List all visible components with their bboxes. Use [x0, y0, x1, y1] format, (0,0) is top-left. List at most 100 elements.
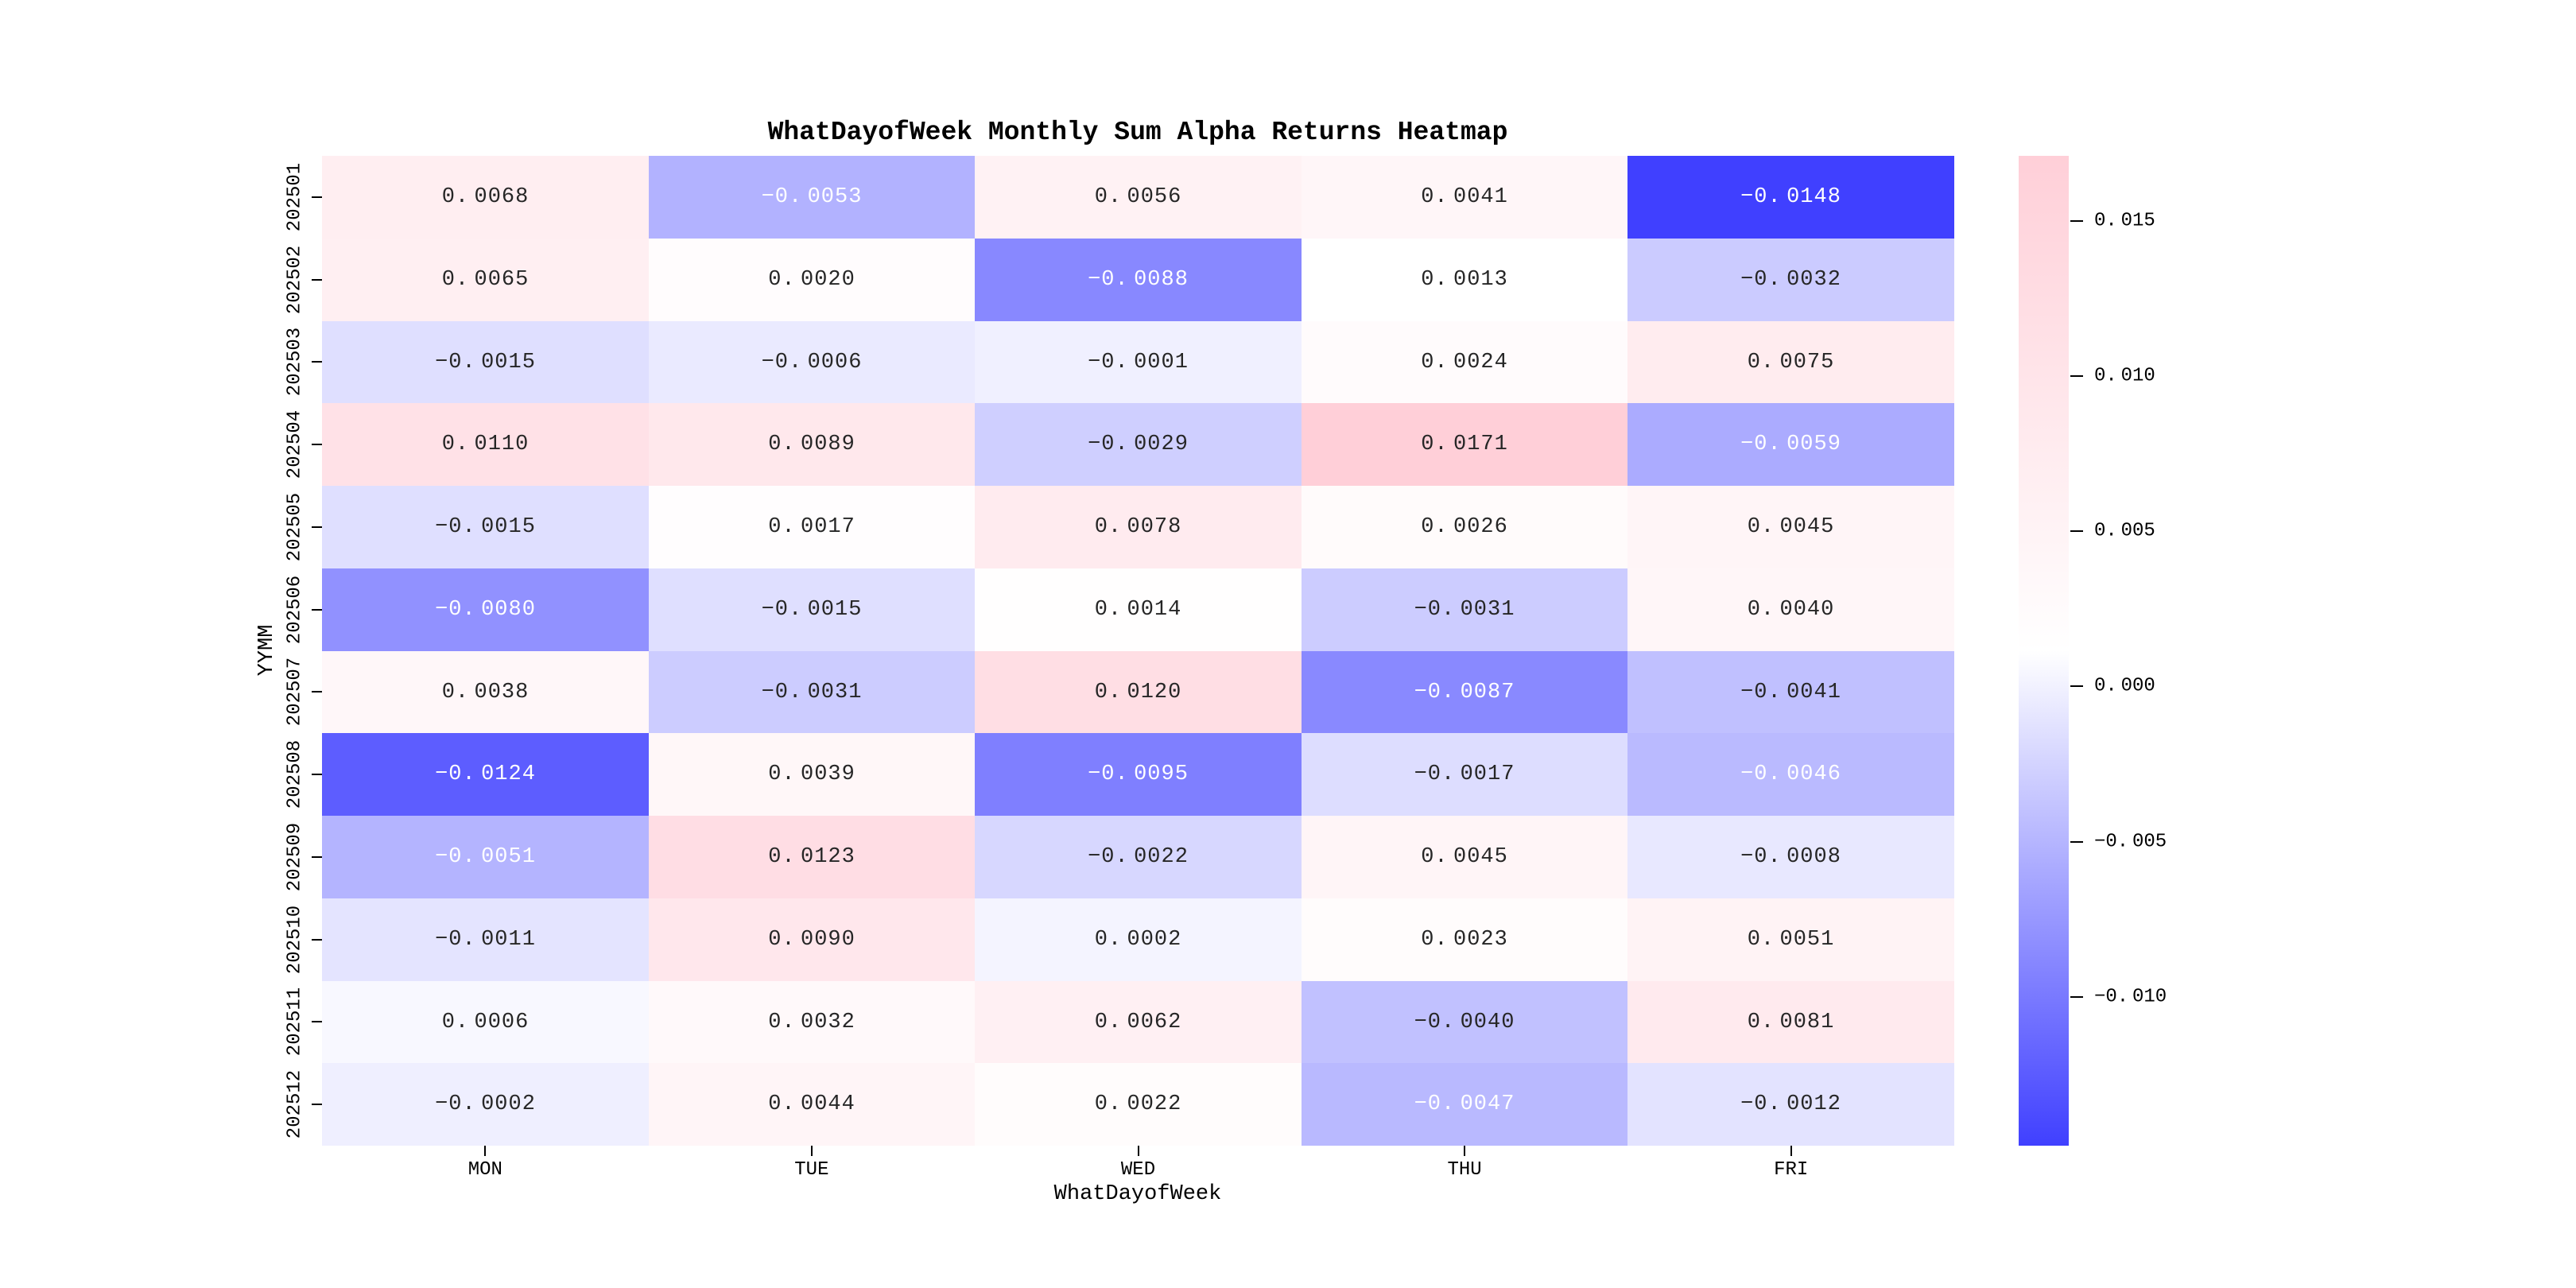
heatmap-cell: −0. 0002 [322, 1063, 649, 1146]
heatmap-cell: 0. 0039 [649, 733, 975, 816]
colorbar-tick-label: 0. 000 [2094, 675, 2155, 697]
y-tick-mark [312, 774, 322, 776]
heatmap-cell: −0. 0015 [322, 321, 649, 403]
heatmap-cell: −0. 0012 [1627, 1063, 1954, 1146]
cell-value: −0. 0031 [761, 680, 863, 704]
colorbar-tick-mark [2070, 841, 2083, 843]
heatmap-cell: 0. 0089 [649, 403, 975, 486]
y-tick-mark [312, 1104, 322, 1106]
colorbar-tick-label: 0. 005 [2094, 520, 2155, 542]
x-tick-mark [1137, 1146, 1139, 1156]
heatmap-cell: −0. 0008 [1627, 816, 1954, 898]
y-tick-label: 202502 [284, 245, 306, 314]
x-tick-mark [1790, 1146, 1792, 1156]
heatmap-cell: −0. 0046 [1627, 733, 1954, 816]
colorbar-tick-mark [2070, 220, 2083, 222]
heatmap-cell: −0. 0001 [975, 321, 1302, 403]
heatmap-cell: 0. 0081 [1627, 981, 1954, 1063]
y-tick-label: 202512 [284, 1069, 306, 1139]
heatmap-cell: 0. 0023 [1302, 898, 1627, 981]
cell-value: 0. 0014 [1094, 598, 1182, 622]
cell-value: 0. 0039 [768, 762, 855, 786]
cell-value: −0. 0124 [435, 762, 536, 786]
heatmap-cell: 0. 0171 [1302, 403, 1627, 486]
heatmap-cell: −0. 0124 [322, 733, 649, 816]
heatmap-cell: 0. 0068 [322, 156, 649, 239]
heatmap-cell: −0. 0095 [975, 733, 1302, 816]
cell-value: −0. 0053 [761, 185, 863, 209]
heatmap-cell: 0. 0078 [975, 486, 1302, 568]
cell-value: −0. 0008 [1740, 845, 1841, 869]
x-tick-label: TUE [794, 1159, 829, 1181]
cell-value: −0. 0051 [435, 845, 536, 869]
heatmap-cell: −0. 0022 [975, 816, 1302, 898]
cell-value: 0. 0006 [441, 1010, 530, 1034]
heatmap-cell: −0. 0053 [649, 156, 975, 239]
heatmap-cell: 0. 0056 [975, 156, 1302, 239]
cell-value: 0. 0041 [1421, 185, 1508, 209]
y-tick-mark [312, 938, 322, 941]
chart-title: WhatDayofWeek Monthly Sum Alpha Returns … [767, 118, 1508, 147]
y-tick-label: 202511 [284, 987, 306, 1057]
x-tick-mark [1464, 1146, 1466, 1156]
cell-value: 0. 0171 [1421, 433, 1508, 456]
cell-value: 0. 0032 [768, 1010, 855, 1034]
cell-value: 0. 0075 [1747, 350, 1835, 374]
cell-value: −0. 0040 [1414, 1010, 1515, 1034]
colorbar [2019, 156, 2069, 1146]
cell-value: 0. 0120 [1094, 680, 1182, 704]
y-tick-label: 202510 [284, 905, 306, 974]
y-tick-mark [312, 444, 322, 446]
cell-value: 0. 0110 [441, 433, 530, 456]
cell-value: −0. 0001 [1088, 350, 1189, 374]
heatmap-cell: −0. 0148 [1627, 156, 1954, 239]
cell-value: 0. 0051 [1747, 928, 1835, 952]
heatmap-cell: −0. 0015 [649, 568, 975, 651]
x-tick-label: THU [1447, 1159, 1482, 1181]
colorbar-tick-mark [2070, 996, 2083, 998]
cell-value: −0. 0017 [1414, 762, 1515, 786]
cell-value: 0. 0056 [1094, 185, 1182, 209]
y-tick-label: 202505 [284, 492, 306, 562]
colorbar-tick-label: 0. 015 [2094, 210, 2155, 232]
heatmap-cell: −0. 0031 [649, 651, 975, 733]
heatmap-cell: 0. 0024 [1302, 321, 1627, 403]
y-tick-mark [312, 1021, 322, 1023]
heatmap-cell: 0. 0006 [322, 981, 649, 1063]
cell-value: −0. 0087 [1414, 680, 1515, 704]
colorbar-tick-label: −0. 005 [2094, 831, 2167, 853]
colorbar-tick-label: 0. 010 [2094, 365, 2155, 387]
heatmap-cell: 0. 0014 [975, 568, 1302, 651]
y-tick-mark [312, 691, 322, 693]
heatmap-cell: −0. 0029 [975, 403, 1302, 486]
y-tick-mark [312, 855, 322, 858]
x-tick-mark [484, 1146, 487, 1156]
y-axis-label: YYMM [255, 624, 279, 677]
cell-value: −0. 0015 [435, 350, 536, 374]
cell-value: 0. 0081 [1747, 1010, 1835, 1034]
cell-value: −0. 0095 [1088, 762, 1189, 786]
heatmap-cell: 0. 0013 [1302, 239, 1627, 321]
cell-value: 0. 0013 [1421, 268, 1508, 292]
cell-value: −0. 0022 [1088, 845, 1189, 869]
heatmap-cell: −0. 0031 [1302, 568, 1627, 651]
y-tick-mark [312, 526, 322, 528]
cell-value: −0. 0015 [761, 598, 863, 622]
colorbar-tick-label: −0. 010 [2094, 986, 2167, 1008]
heatmap-cell: −0. 0059 [1627, 403, 1954, 486]
cell-value: −0. 0012 [1740, 1092, 1841, 1116]
cell-value: −0. 0148 [1740, 185, 1841, 209]
cell-value: −0. 0029 [1088, 433, 1189, 456]
y-tick-mark [312, 361, 322, 363]
cell-value: 0. 0089 [768, 433, 855, 456]
cell-value: −0. 0088 [1088, 268, 1189, 292]
cell-value: 0. 0026 [1421, 515, 1508, 539]
cell-value: 0. 0062 [1094, 1010, 1182, 1034]
cell-value: 0. 0002 [1094, 928, 1182, 952]
cell-value: 0. 0065 [441, 268, 530, 292]
heatmap-cell: −0. 0040 [1302, 981, 1627, 1063]
heatmap-cell: −0. 0080 [322, 568, 649, 651]
cell-value: −0. 0080 [435, 598, 536, 622]
y-tick-label: 202504 [284, 409, 306, 479]
colorbar-tick-mark [2070, 530, 2083, 532]
